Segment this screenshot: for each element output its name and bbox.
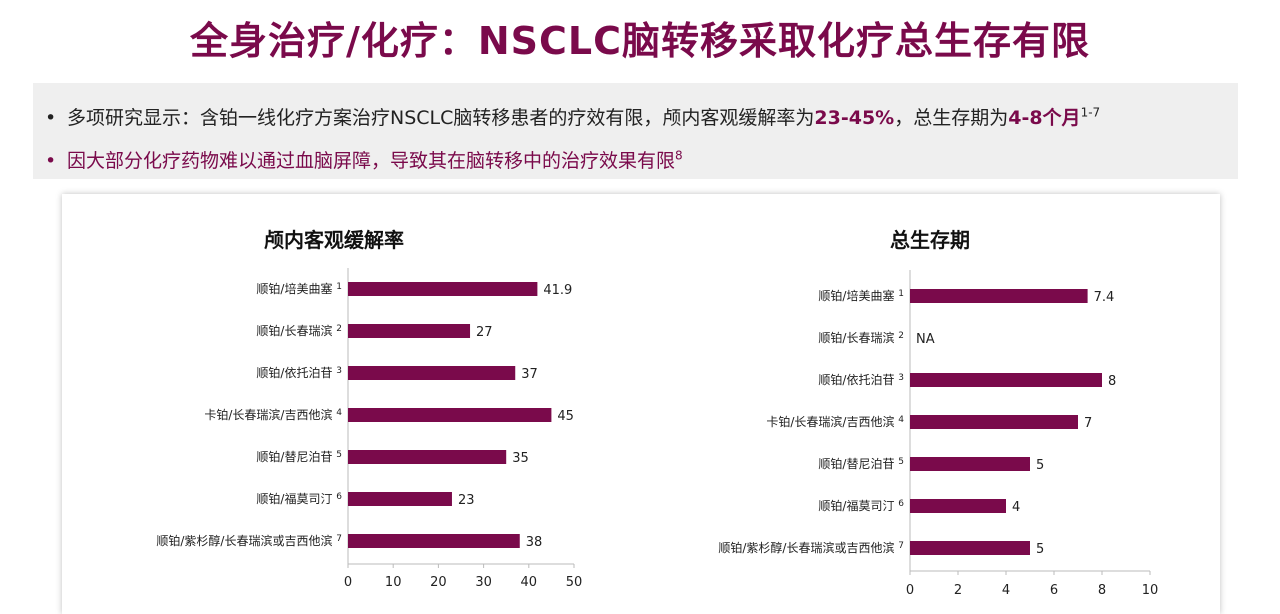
data-label: 5 [1036, 458, 1044, 473]
reference-superscript: 5 [898, 457, 904, 467]
category-label: 卡铂/长春瑞滨/吉西他滨 4 [204, 407, 342, 422]
x-tick-label: 4 [1002, 583, 1010, 598]
bullet-text-middle: ，总生存期为 [894, 107, 1009, 129]
bar [910, 541, 1030, 555]
data-label: NA [916, 332, 935, 347]
bar [910, 373, 1102, 387]
category-label: 顺铂/依托泊苷 3 [256, 365, 342, 380]
data-label: 45 [557, 409, 574, 424]
reference-superscript: 3 [898, 373, 904, 383]
bar [348, 534, 520, 548]
category-label: 卡铂/长春瑞滨/吉西他滨 4 [766, 414, 904, 429]
x-tick-label: 40 [521, 575, 538, 590]
x-tick-label: 50 [566, 575, 583, 590]
bullet-blood-brain-barrier: • 因大部分化疗药物难以通过血脑屏障，导致其在脑转移中的治疗效果有限8 [45, 146, 683, 173]
bar [910, 499, 1006, 513]
orr-range: 23-45% [814, 107, 895, 129]
data-label: 5 [1036, 542, 1044, 557]
x-tick-label: 0 [906, 583, 914, 598]
reference-superscript: 3 [336, 366, 342, 376]
reference-superscript: 6 [898, 499, 904, 509]
bar [348, 492, 452, 506]
category-label: 顺铂/培美曲塞 1 [818, 288, 904, 303]
category-label: 顺铂/福莫司汀 6 [256, 491, 342, 506]
data-label: 38 [526, 535, 543, 550]
category-label: 顺铂/紫杉醇/长春瑞滨或吉西他滨 7 [156, 533, 342, 548]
bar [910, 457, 1030, 471]
x-tick-label: 20 [430, 575, 447, 590]
reference-superscript: 6 [336, 492, 342, 502]
data-label: 4 [1012, 500, 1020, 515]
category-label: 顺铂/紫杉醇/长春瑞滨或吉西他滨 7 [718, 540, 904, 555]
page-title: 全身治疗/化疗：NSCLC脑转移采取化疗总生存有限 [189, 19, 1091, 63]
reference-superscript: 4 [336, 408, 342, 418]
category-label: 顺铂/福莫司汀 6 [818, 498, 904, 513]
bar [348, 366, 516, 380]
chart-title-os: 总生存期 [890, 228, 970, 252]
x-tick-label: 8 [1098, 583, 1106, 598]
data-label: 23 [458, 493, 475, 508]
category-label: 顺铂/依托泊苷 3 [818, 372, 904, 387]
data-label: 7.4 [1094, 290, 1115, 305]
chart-title-orr: 颅内客观缓解率 [264, 228, 404, 252]
data-label: 7 [1084, 416, 1092, 431]
reference-superscript: 5 [336, 450, 342, 460]
category-label: 顺铂/培美曲塞 1 [256, 281, 342, 296]
reference-superscript: 1-7 [1080, 105, 1101, 120]
x-tick-label: 6 [1050, 583, 1058, 598]
bar [348, 450, 507, 464]
category-label: 顺铂/替尼泊苷 5 [818, 456, 904, 471]
reference-superscript: 7 [336, 534, 342, 544]
bullet-text: 因大部分化疗药物难以通过血脑屏障，导致其在脑转移中的治疗效果有限 [67, 150, 676, 172]
bullet-study-results: • 多项研究显示：含铂一线化疗方案治疗NSCLC脑转移患者的疗效有限，颅内客观缓解… [45, 103, 1100, 130]
data-label: 37 [521, 367, 538, 382]
reference-superscript: 2 [336, 324, 342, 334]
data-label: 35 [512, 451, 529, 466]
bar [348, 324, 471, 338]
bar [348, 408, 552, 422]
reference-superscript: 8 [675, 148, 683, 163]
reference-superscript: 2 [898, 331, 904, 341]
bar [910, 415, 1078, 429]
bullet-dot: • [45, 150, 57, 172]
bar [348, 282, 538, 296]
x-tick-label: 2 [954, 583, 962, 598]
category-label: 顺铂/替尼泊苷 5 [256, 449, 342, 464]
data-label: 27 [476, 325, 493, 340]
data-label: 41.9 [543, 283, 572, 298]
summary-box: • 多项研究显示：含铂一线化疗方案治疗NSCLC脑转移患者的疗效有限，颅内客观缓解… [33, 83, 1238, 179]
category-label: 顺铂/长春瑞滨 2 [818, 330, 904, 345]
reference-superscript: 1 [336, 282, 342, 292]
x-tick-label: 30 [475, 575, 492, 590]
bullet-text: 多项研究显示：含铂一线化疗方案治疗NSCLC脑转移患者的疗效有限，颅内客观缓解率… [67, 107, 815, 129]
reference-superscript: 1 [898, 289, 904, 299]
x-tick-label: 0 [344, 575, 352, 590]
reference-superscript: 4 [898, 415, 904, 425]
x-tick-label: 10 [1142, 583, 1159, 598]
x-tick-label: 10 [385, 575, 402, 590]
os-range: 4-8个月 [1008, 107, 1081, 129]
category-label: 顺铂/长春瑞滨 2 [256, 323, 342, 338]
bar [910, 289, 1088, 303]
data-label: 8 [1108, 374, 1116, 389]
bullet-dot: • [45, 107, 57, 129]
reference-superscript: 7 [898, 541, 904, 551]
